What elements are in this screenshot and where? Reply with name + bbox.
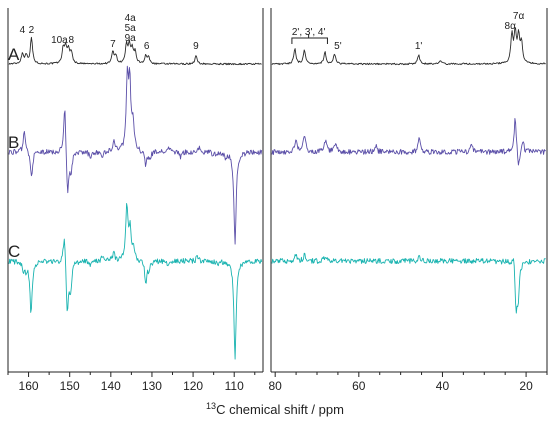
- x-axis-label-text: C chemical shift / ppm: [216, 402, 344, 417]
- series-label-A: A: [8, 45, 20, 64]
- peak-annotation: 9: [193, 41, 199, 52]
- x-tick-label: 60: [352, 379, 366, 393]
- x-axis-label: 13C chemical shift / ppm: [206, 401, 344, 417]
- x-tick-label: 130: [142, 379, 162, 393]
- peak-annotation: 7α: [513, 11, 525, 22]
- x-tick-label: 40: [436, 379, 450, 393]
- series-C-right-trace: [271, 252, 546, 314]
- peak-annotation: 5a: [125, 23, 137, 34]
- peak-annotation: 1': [415, 41, 423, 52]
- peak-annotation: 7: [110, 39, 116, 50]
- spectrum-traces: [8, 26, 546, 360]
- series-B-left-trace: [8, 65, 263, 245]
- series-C-left-trace: [8, 203, 263, 360]
- series-label-C: C: [8, 242, 20, 261]
- peak-annotation: 8: [69, 35, 75, 46]
- peak-annotation: 2: [29, 25, 35, 36]
- x-tick-label: 150: [60, 379, 80, 393]
- peak-annotation: 9a: [125, 33, 137, 44]
- x-tick-label: 80: [269, 379, 283, 393]
- peak-annotation: 2', 3', 4': [292, 27, 326, 38]
- series-B-right-trace: [271, 118, 546, 166]
- x-tick-label: 20: [519, 379, 533, 393]
- series-A-left-trace: [8, 36, 262, 66]
- peak-annotation: 6: [144, 41, 150, 52]
- series-A-right-trace: [271, 26, 546, 66]
- peak-annotation: 4: [20, 25, 26, 36]
- x-tick-label: 160: [19, 379, 39, 393]
- left-panel: 160 150 140 130 120 110: [7, 8, 264, 393]
- x-tick-label: 120: [183, 379, 203, 393]
- group-bracket: [291, 34, 328, 44]
- x-axis-label-superscript: 13: [206, 401, 216, 411]
- peak-annotation: 5': [334, 41, 342, 52]
- peak-annotation: 8α: [505, 21, 517, 32]
- x-tick-label: 140: [101, 379, 121, 393]
- peak-annotation: 10a: [51, 35, 68, 46]
- series-label-B: B: [8, 133, 19, 152]
- peak-annotation: 4a: [125, 13, 137, 24]
- series-labels: A B C: [8, 45, 20, 261]
- right-panel: 80 60 40 20: [269, 8, 548, 393]
- x-tick-label: 110: [225, 379, 244, 393]
